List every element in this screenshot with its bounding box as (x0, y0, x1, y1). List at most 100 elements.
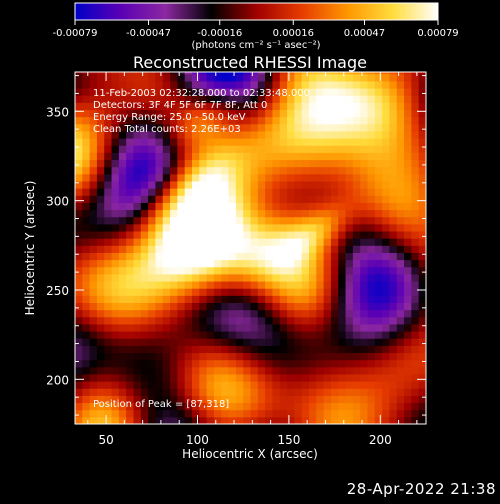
heatmap-cell (213, 316, 222, 325)
heatmap-cell (148, 359, 156, 368)
heatmap-cell (309, 102, 317, 111)
heatmap-cell (177, 338, 186, 346)
heatmap-cell (111, 152, 120, 161)
heatmap-cell (206, 173, 215, 182)
colorbar-frame (74, 2, 439, 21)
heatmap-cell (148, 73, 156, 82)
heatmap-cell (192, 316, 200, 325)
heatmap-cell (389, 209, 398, 218)
heatmap-cell (279, 245, 288, 253)
heatmap-cell (250, 331, 259, 339)
heatmap-cell (177, 116, 186, 125)
heatmap-cell (301, 202, 310, 211)
heatmap-cell (257, 88, 266, 96)
heatmap-cell (389, 245, 398, 253)
heatmap-cell (309, 138, 317, 146)
heatmap-cell (111, 73, 120, 82)
heatmap-cell (111, 159, 120, 168)
heatmap-cell (382, 366, 390, 375)
heatmap-cell (389, 231, 398, 239)
heatmap-cell (213, 152, 222, 161)
heatmap-cell (404, 266, 412, 275)
heatmap-cell (118, 238, 127, 246)
heatmap-cell (155, 102, 164, 111)
heatmap-cell (396, 366, 405, 375)
heatmap-cell (155, 238, 164, 246)
heatmap-cell (279, 323, 288, 332)
heatmap-cell (177, 159, 186, 168)
heatmap-cell (250, 323, 259, 332)
heatmap-cell (184, 352, 193, 361)
heatmap-cell (360, 88, 368, 96)
heatmap-cell (265, 402, 273, 411)
heatmap-cell (155, 209, 164, 218)
heatmap-cell (89, 331, 98, 339)
heatmap-cell (75, 338, 83, 346)
heatmap-cell (155, 130, 164, 139)
heatmap-cell (338, 102, 347, 111)
heatmap-cell (250, 95, 259, 103)
heatmap-cell (82, 195, 91, 203)
heatmap-cell (279, 102, 288, 111)
heatmap-cell (301, 216, 310, 225)
heatmap-cell (192, 273, 200, 282)
colorbar-tick-label: -0.00016 (197, 28, 242, 39)
heatmap-cell (279, 209, 288, 218)
heatmap-cell (411, 138, 420, 146)
heatmap-cell (294, 352, 303, 361)
heatmap-cell (265, 388, 273, 396)
heatmap-cell (374, 409, 383, 418)
heatmap-cell (411, 72, 420, 75)
heatmap-cell (396, 281, 405, 289)
heatmap-cell (279, 109, 288, 118)
heatmap-cell (213, 159, 222, 168)
heatmap-cell (265, 223, 273, 232)
heatmap-cell (148, 109, 156, 118)
heatmap-cell (352, 188, 361, 196)
heatmap-cell (184, 173, 193, 182)
heatmap-cell (118, 266, 127, 275)
heatmap-cell (309, 352, 317, 361)
heatmap-cell (118, 95, 127, 103)
heatmap-cell (287, 331, 295, 339)
heatmap-cell (89, 123, 98, 132)
heatmap-cell (411, 209, 420, 218)
heatmap-cell (206, 231, 215, 239)
heatmap-cell (133, 209, 142, 218)
heatmap-cell (287, 173, 295, 182)
heatmap-cell (396, 238, 405, 246)
heatmap-cell (411, 88, 420, 96)
heatmap-cell (133, 116, 142, 125)
heatmap-cell (213, 231, 222, 239)
heatmap-cell (140, 409, 149, 418)
heatmap-cell (338, 152, 347, 161)
heatmap-cell (126, 209, 134, 218)
heatmap-cell (272, 345, 281, 354)
heatmap-cell (301, 338, 310, 346)
heatmap-cell (382, 130, 390, 139)
heatmap-cell (374, 116, 383, 125)
heatmap-cell (235, 202, 244, 211)
heatmap-cell (382, 388, 390, 396)
heatmap-cell (126, 409, 134, 418)
heatmap-cell (294, 323, 303, 332)
heatmap-cell (265, 152, 273, 161)
heatmap-cell (170, 259, 178, 268)
heatmap-cell (287, 359, 295, 368)
heatmap-cell (418, 223, 426, 232)
heatmap-cell (338, 338, 347, 346)
heatmap-cell (111, 130, 120, 139)
heatmap-cell (235, 388, 244, 396)
heatmap-cell (396, 416, 405, 424)
heatmap-cell (323, 159, 332, 168)
heatmap-cell (330, 295, 339, 303)
heatmap-cell (184, 345, 193, 354)
heatmap-cell (301, 188, 310, 196)
heatmap-cell (140, 338, 149, 346)
heatmap-cell (177, 188, 186, 196)
heatmap-cell (345, 295, 354, 303)
heatmap-cell (389, 152, 398, 161)
heatmap-cell (279, 388, 288, 396)
heatmap-cell (206, 359, 215, 368)
heatmap-cell (352, 331, 361, 339)
